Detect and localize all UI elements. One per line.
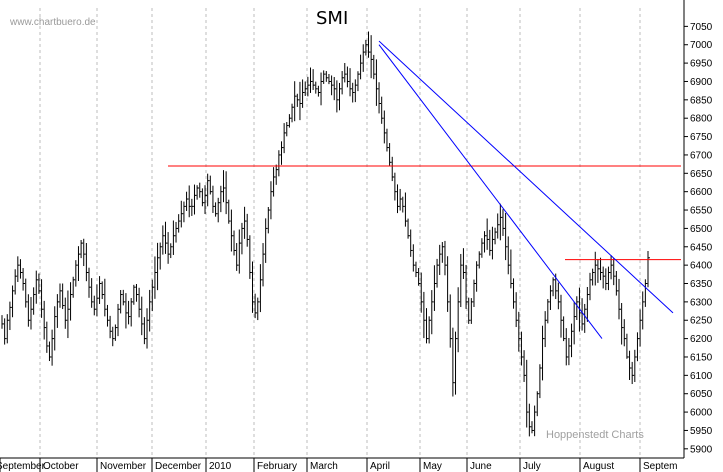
x-tick-label: July — [523, 461, 541, 472]
y-tick-label: 6550 — [690, 206, 713, 217]
trend-lines — [168, 40, 681, 339]
watermark-text: www.chartbuero.de — [9, 17, 96, 28]
x-tick-label: May — [423, 461, 442, 472]
y-tick-label: 6200 — [690, 334, 713, 345]
y-tick-label: 6100 — [690, 371, 713, 382]
y-tick-label: 6500 — [690, 224, 713, 235]
credit-text: Hoppenstedt Charts — [546, 429, 644, 441]
y-tick-label: 6900 — [690, 77, 713, 88]
x-tick-label: June — [470, 461, 492, 472]
y-tick-label: 6000 — [690, 408, 713, 419]
grid-lines — [39, 8, 641, 458]
y-tick-label: 6650 — [690, 169, 713, 180]
y-tick-label: 6850 — [690, 95, 713, 106]
x-tick-label: August — [583, 461, 614, 472]
y-tick-label: 5950 — [690, 426, 713, 437]
x-tick-label: December — [155, 461, 202, 472]
x-tick-label: November — [100, 461, 147, 472]
trend-line — [378, 44, 603, 339]
chart-title: SMI — [316, 8, 348, 29]
y-tick-label: 6750 — [690, 132, 713, 143]
x-tick-label: Septem — [643, 461, 677, 472]
x-tick-label: April — [370, 461, 390, 472]
x-tick-label: March — [310, 461, 338, 472]
y-tick-label: 6250 — [690, 316, 713, 327]
y-tick-label: 7000 — [690, 40, 713, 51]
y-tick-label: 7050 — [690, 22, 713, 33]
x-tick-label: October — [43, 461, 79, 472]
price-bars — [1, 31, 650, 437]
x-tick-label: September — [0, 461, 46, 472]
y-tick-label: 6600 — [690, 187, 713, 198]
y-tick-label: 6450 — [690, 242, 713, 253]
y-tick-label: 6050 — [690, 389, 713, 400]
y-tick-label: 6300 — [690, 297, 713, 308]
y-tick-label: 5900 — [690, 444, 713, 455]
y-tick-label: 6800 — [690, 114, 713, 125]
y-axis: 5900 5950 6000 6050 6100 6150 6200 6250 6300 6350… — [683, 0, 713, 458]
x-tick-label: 2010 — [209, 461, 232, 472]
y-tick-label: 6400 — [690, 261, 713, 272]
x-tick-label: February — [257, 461, 297, 472]
y-tick-label: 6700 — [690, 150, 713, 161]
trend-line — [378, 40, 674, 314]
y-tick-label: 6150 — [690, 352, 713, 363]
y-tick-label: 6950 — [690, 59, 713, 70]
y-tick-label: 6350 — [690, 279, 713, 290]
